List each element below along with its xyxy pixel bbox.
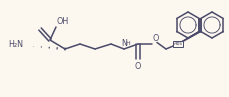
Text: O: O [152,34,159,43]
Text: OH: OH [57,17,69,26]
Text: H: H [124,41,129,46]
Text: N: N [120,39,126,48]
Text: Abs: Abs [173,42,182,46]
Text: O: O [134,62,141,71]
Text: H₂N: H₂N [8,41,23,49]
